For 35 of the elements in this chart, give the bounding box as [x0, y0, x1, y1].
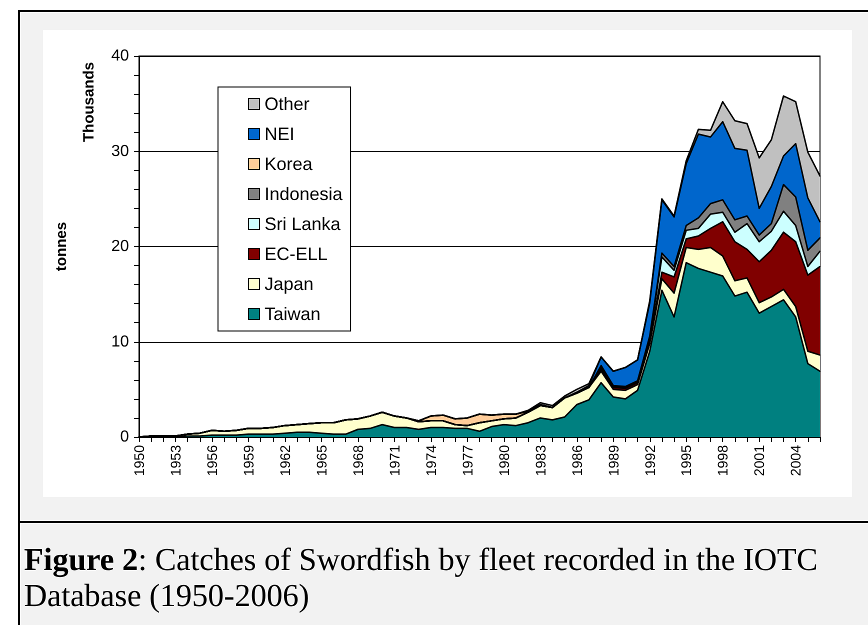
x-tick-label: 1986 — [568, 444, 585, 476]
x-tick-label: 1989 — [605, 444, 622, 476]
x-tick-label: 1968 — [350, 444, 366, 476]
y-tick-label: 30 — [111, 142, 130, 160]
x-tick-label: 2001 — [751, 444, 768, 476]
x-tick-label: 1971 — [386, 444, 402, 476]
legend-label: Korea — [264, 154, 314, 174]
y-tick-label: 0 — [120, 428, 130, 446]
x-tick-label: 1995 — [678, 444, 694, 476]
x-tick-label: 1950 — [131, 444, 147, 476]
legend-label: Japan — [264, 274, 314, 294]
legend-label: Taiwan — [264, 304, 321, 324]
y-axis-title: tonnes — [53, 222, 70, 272]
legend-label: Indonesia — [264, 184, 344, 204]
x-tick-label: 1974 — [422, 444, 439, 476]
x-tick-label: 1983 — [532, 444, 548, 476]
x-tick-label: 1956 — [204, 444, 220, 476]
x-tick-label: 1962 — [276, 444, 293, 476]
x-tick-label: 1992 — [642, 444, 658, 476]
y-tick-label: 20 — [111, 238, 130, 255]
legend-label: Sri Lanka — [264, 214, 342, 234]
text: Figure 2: Catches of Swordfish by fleet recorded in the IOTC Database (1950-2006) — [24, 541, 818, 613]
text: Thousands — [80, 62, 98, 142]
legend-label: EC-ELL — [264, 244, 328, 264]
x-tick-label: 1953 — [167, 444, 184, 476]
y-tick-label: 40 — [111, 48, 130, 64]
x-tick-label: 2004 — [788, 444, 804, 476]
x-tick-label: 1998 — [714, 444, 731, 476]
x-tick-label: 1965 — [313, 444, 330, 476]
x-tick-label: 1977 — [459, 444, 476, 476]
x-tick-label: 1980 — [496, 444, 512, 476]
y-tick-label: 10 — [111, 333, 130, 350]
legend-label: Other — [264, 94, 310, 114]
legend-label: NEI — [264, 124, 295, 144]
x-tick-label: 1959 — [240, 444, 256, 476]
